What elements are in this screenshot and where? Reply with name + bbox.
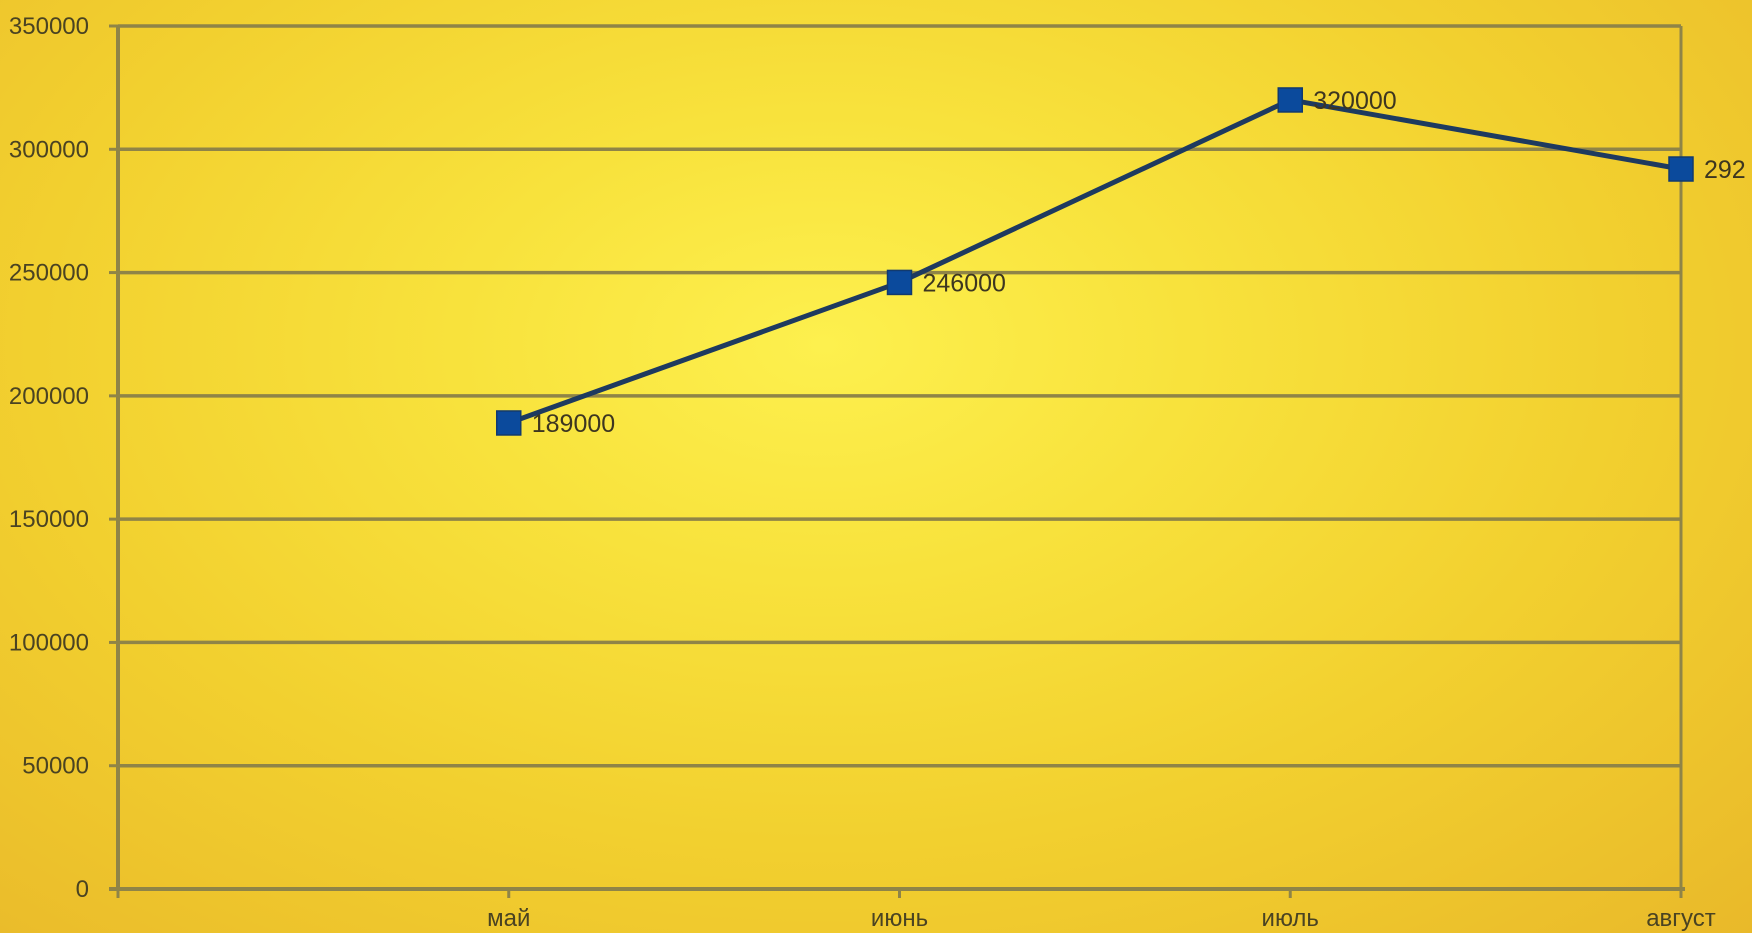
x-tick-label: май: [487, 905, 530, 932]
y-tick-label: 350000: [9, 13, 89, 40]
data-point-marker: [1277, 87, 1303, 113]
x-tick-label: июль: [1262, 905, 1319, 932]
y-tick-label: 150000: [9, 506, 89, 533]
data-label: 320000: [1313, 87, 1396, 115]
data-point-marker: [496, 410, 522, 436]
x-tick-label: июнь: [871, 905, 928, 932]
y-tick-label: 250000: [9, 260, 89, 287]
y-tick-label: 100000: [9, 629, 89, 656]
data-label: 246000: [923, 269, 1006, 297]
data-label: 189000: [532, 410, 615, 438]
plot-frame: [109, 26, 1685, 891]
series-line-group: [507, 97, 1682, 426]
y-tick-label: 200000: [9, 383, 89, 410]
y-tick-label: 0: [76, 876, 89, 903]
data-point-marker: [1668, 156, 1694, 182]
series-line: [507, 97, 1682, 426]
data-label: 292: [1704, 156, 1746, 184]
data-point-marker: [886, 269, 913, 296]
x-tick-label: август: [1646, 905, 1716, 932]
data-labels: 189000 246000 320000 292: [532, 87, 1746, 438]
gridlines: [118, 24, 1681, 768]
x-axis-ticks: май июнь июль август: [116, 889, 1716, 932]
y-axis-ticks: 0 50000 100000 150000 200000 250000 300000 3500…: [9, 13, 118, 903]
markers: [496, 87, 1694, 436]
y-tick-label: 300000: [9, 136, 89, 163]
y-tick-label: 50000: [22, 753, 89, 780]
